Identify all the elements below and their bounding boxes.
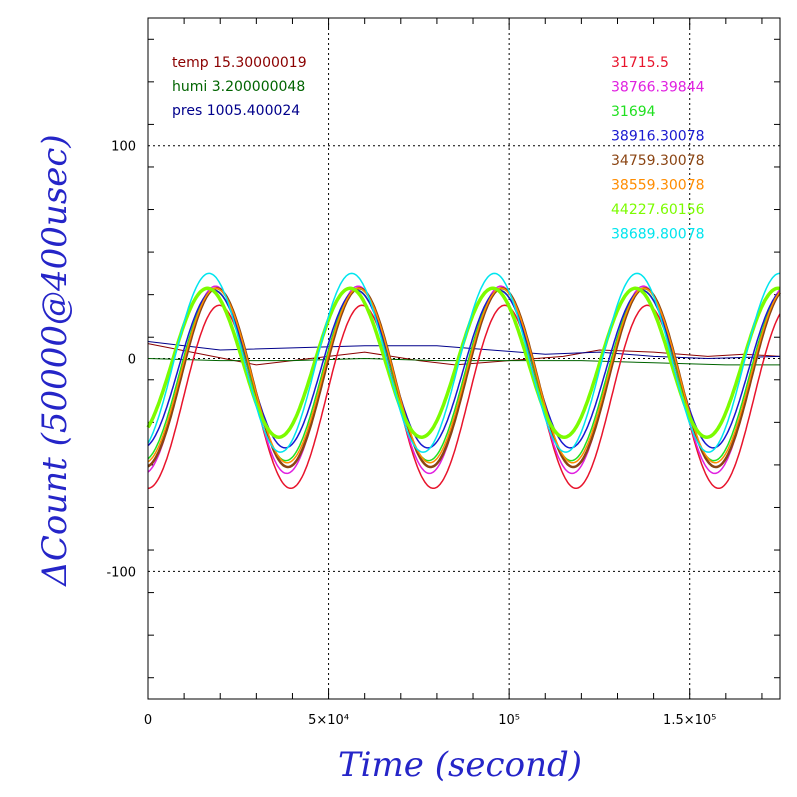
series-line-8	[147, 272, 781, 453]
env-legend: temp 15.30000019 humi 3.200000048 pres 100…	[172, 55, 307, 119]
x-tick-label: 0	[144, 713, 152, 728]
y-tick-labels: 100 0 -100	[106, 140, 136, 581]
series-legend-entry: 38689.80078	[611, 227, 705, 243]
x-tick-labels: 0 5×10⁴ 10⁵ 1.5×10⁵	[144, 713, 717, 728]
series-legend-entry: 44227.60156	[611, 202, 705, 218]
series-legend: 31715.5 38766.39844 31694 38916.30078 34759.…	[611, 55, 705, 243]
env-legend-entry: pres 1005.400024	[172, 103, 300, 119]
series-line-3	[147, 289, 781, 462]
x-axis-title: Time (second)	[338, 745, 582, 785]
series-legend-entry: 34759.30078	[611, 153, 705, 169]
series-legend-entry: 31715.5	[611, 55, 669, 71]
env-legend-entry: humi 3.200000048	[172, 79, 305, 95]
series-legend-entry: 38766.39844	[611, 80, 705, 96]
series-line-6	[147, 287, 781, 464]
x-tick-label: 5×10⁴	[308, 713, 349, 728]
x-tick-label: 10⁵	[498, 713, 520, 728]
y-axis-title: ΔCount (50000@400usec)	[35, 134, 75, 587]
series-legend-entry: 31694	[611, 104, 656, 120]
x-tick-label: 1.5×10⁵	[663, 713, 716, 728]
y-tick-label: 0	[128, 353, 136, 368]
plot-frame	[147, 17, 781, 700]
series-group	[146, 272, 781, 490]
env-series-line-temp	[147, 343, 781, 366]
series-legend-entry: 38916.30078	[611, 129, 705, 145]
env-series-line-humi	[147, 357, 780, 366]
y-tick-label: -100	[106, 565, 136, 580]
env-legend-entry: temp 15.30000019	[172, 55, 307, 71]
series-legend-entry: 38559.30078	[611, 178, 705, 194]
y-tick-label: 100	[111, 140, 136, 155]
